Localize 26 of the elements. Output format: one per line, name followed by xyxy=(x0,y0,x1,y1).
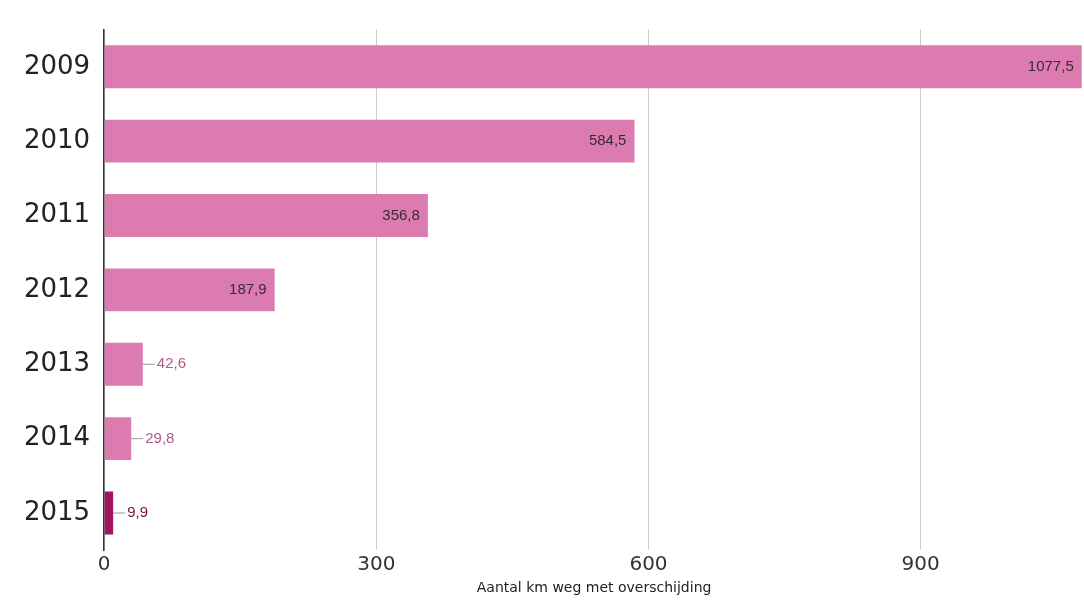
x-tick-label: 300 xyxy=(357,551,396,576)
x-tick-label: 0 xyxy=(97,551,111,576)
data-label: 9,9 xyxy=(127,503,149,521)
y-tick-label: 2015 xyxy=(24,495,91,526)
bar xyxy=(104,342,143,386)
bar xyxy=(104,268,275,312)
bar xyxy=(104,194,428,237)
x-tick-label: 900 xyxy=(901,551,940,576)
data-label: 584,5 xyxy=(588,131,627,149)
bar xyxy=(104,45,1082,89)
bar xyxy=(104,119,635,163)
y-tick-label: 2010 xyxy=(24,123,91,154)
x-axis-title: Aantal km weg met overschijding xyxy=(476,579,712,596)
data-label: 187,9 xyxy=(229,280,267,298)
y-tick-label: 2009 xyxy=(24,49,91,80)
y-tick-label: 2012 xyxy=(24,272,91,303)
data-label: 42,6 xyxy=(156,354,187,372)
data-label: 1077,5 xyxy=(1027,56,1074,74)
bar xyxy=(104,417,132,461)
data-label: 356,8 xyxy=(382,205,420,223)
bar xyxy=(104,491,114,535)
data-label: 29,8 xyxy=(145,428,175,446)
y-tick-label: 2014 xyxy=(24,421,91,452)
x-tick-label: 600 xyxy=(629,551,668,576)
y-tick-label: 2011 xyxy=(24,198,91,229)
y-tick-label: 2013 xyxy=(24,347,91,378)
